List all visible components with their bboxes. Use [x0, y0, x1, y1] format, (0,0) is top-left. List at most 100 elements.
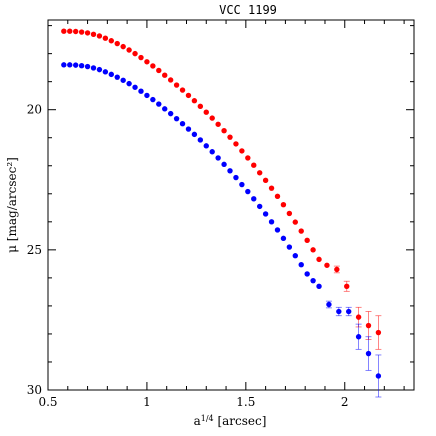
- data-point: [67, 62, 73, 68]
- data-point: [251, 196, 257, 202]
- data-point: [78, 62, 85, 69]
- data-point: [102, 35, 109, 41]
- data-point: [114, 40, 120, 47]
- data-point: [203, 109, 209, 115]
- data-point: [262, 177, 269, 184]
- data-point: [375, 373, 382, 379]
- data-point: [156, 101, 162, 107]
- data-point: [96, 33, 103, 39]
- data-point: [72, 28, 79, 35]
- data-point: [310, 247, 316, 253]
- data-point: [365, 322, 372, 329]
- data-point: [324, 262, 330, 268]
- y-tick-label: 30: [27, 383, 42, 397]
- data-point: [298, 228, 304, 234]
- data-point: [78, 29, 85, 35]
- data-point: [197, 137, 204, 143]
- data-point: [197, 103, 204, 110]
- data-point: [292, 219, 298, 225]
- data-point: [67, 28, 73, 34]
- data-point: [84, 63, 91, 70]
- series-1: [61, 28, 382, 350]
- y-axis-label: μ [mag/arcsec²]: [5, 157, 19, 253]
- data-point: [233, 174, 239, 181]
- data-point: [191, 131, 198, 138]
- data-point: [108, 71, 115, 78]
- data-point: [108, 38, 115, 44]
- x-axis-ticks: 0.5 1 1.5 2: [38, 20, 405, 409]
- data-point: [239, 148, 245, 154]
- data-point: [227, 168, 233, 174]
- data-point: [375, 329, 382, 336]
- data-point: [162, 72, 168, 78]
- data-point: [120, 43, 126, 50]
- data-series-layer: [61, 28, 382, 398]
- data-point: [132, 84, 138, 90]
- data-point: [209, 149, 215, 155]
- data-point: [334, 266, 340, 273]
- data-point: [61, 62, 67, 68]
- data-point: [156, 67, 162, 74]
- data-point: [167, 77, 174, 83]
- data-point: [61, 28, 67, 34]
- data-point: [286, 244, 293, 250]
- data-point: [251, 162, 257, 168]
- data-point: [72, 62, 79, 68]
- data-point: [233, 141, 239, 147]
- data-point: [185, 92, 192, 99]
- data-point: [185, 126, 192, 132]
- data-point: [245, 155, 251, 161]
- data-point: [138, 54, 144, 61]
- data-point: [245, 188, 251, 195]
- data-point: [316, 256, 322, 263]
- data-point: [132, 50, 138, 57]
- data-point: [304, 271, 310, 277]
- data-point: [262, 211, 269, 217]
- data-point: [120, 77, 126, 83]
- data-point: [310, 277, 316, 284]
- data-point: [84, 30, 91, 36]
- data-point: [268, 185, 275, 191]
- data-point: [90, 65, 97, 71]
- data-point: [114, 74, 120, 80]
- data-point: [203, 143, 209, 149]
- data-point: [173, 82, 180, 88]
- data-point: [221, 161, 227, 168]
- data-point: [150, 96, 156, 103]
- data-point: [268, 219, 275, 225]
- data-point: [239, 181, 245, 188]
- y-tick-label: 25: [27, 243, 42, 257]
- data-point: [355, 334, 362, 340]
- data-point: [126, 47, 132, 53]
- data-point: [215, 121, 221, 127]
- x-tick-label: 1.5: [236, 395, 255, 409]
- data-point: [292, 253, 298, 259]
- chart-title: VCC 1199: [219, 3, 277, 17]
- data-point: [179, 121, 186, 127]
- data-point: [365, 350, 372, 357]
- data-point: [326, 301, 332, 308]
- data-point: [298, 262, 304, 268]
- data-point: [126, 80, 132, 87]
- series-2: [61, 62, 382, 398]
- data-point: [280, 202, 287, 208]
- x-tick-label: 0.5: [38, 395, 57, 409]
- data-point: [179, 87, 186, 93]
- data-point: [344, 283, 350, 289]
- data-point: [173, 115, 180, 122]
- y-axis-ticks: 20 25 30: [27, 25, 414, 397]
- data-point: [316, 283, 322, 289]
- y-tick-label: 20: [27, 103, 42, 117]
- x-tick-label: 2: [341, 395, 349, 409]
- data-point: [355, 314, 362, 320]
- data-point: [227, 134, 233, 140]
- data-point: [336, 308, 342, 315]
- data-point: [138, 88, 144, 94]
- data-point: [221, 128, 227, 134]
- data-point: [162, 106, 168, 112]
- data-point: [96, 66, 103, 73]
- data-point: [304, 237, 310, 244]
- x-tick-label: 1: [143, 395, 151, 409]
- plot-frame: [47, 19, 415, 391]
